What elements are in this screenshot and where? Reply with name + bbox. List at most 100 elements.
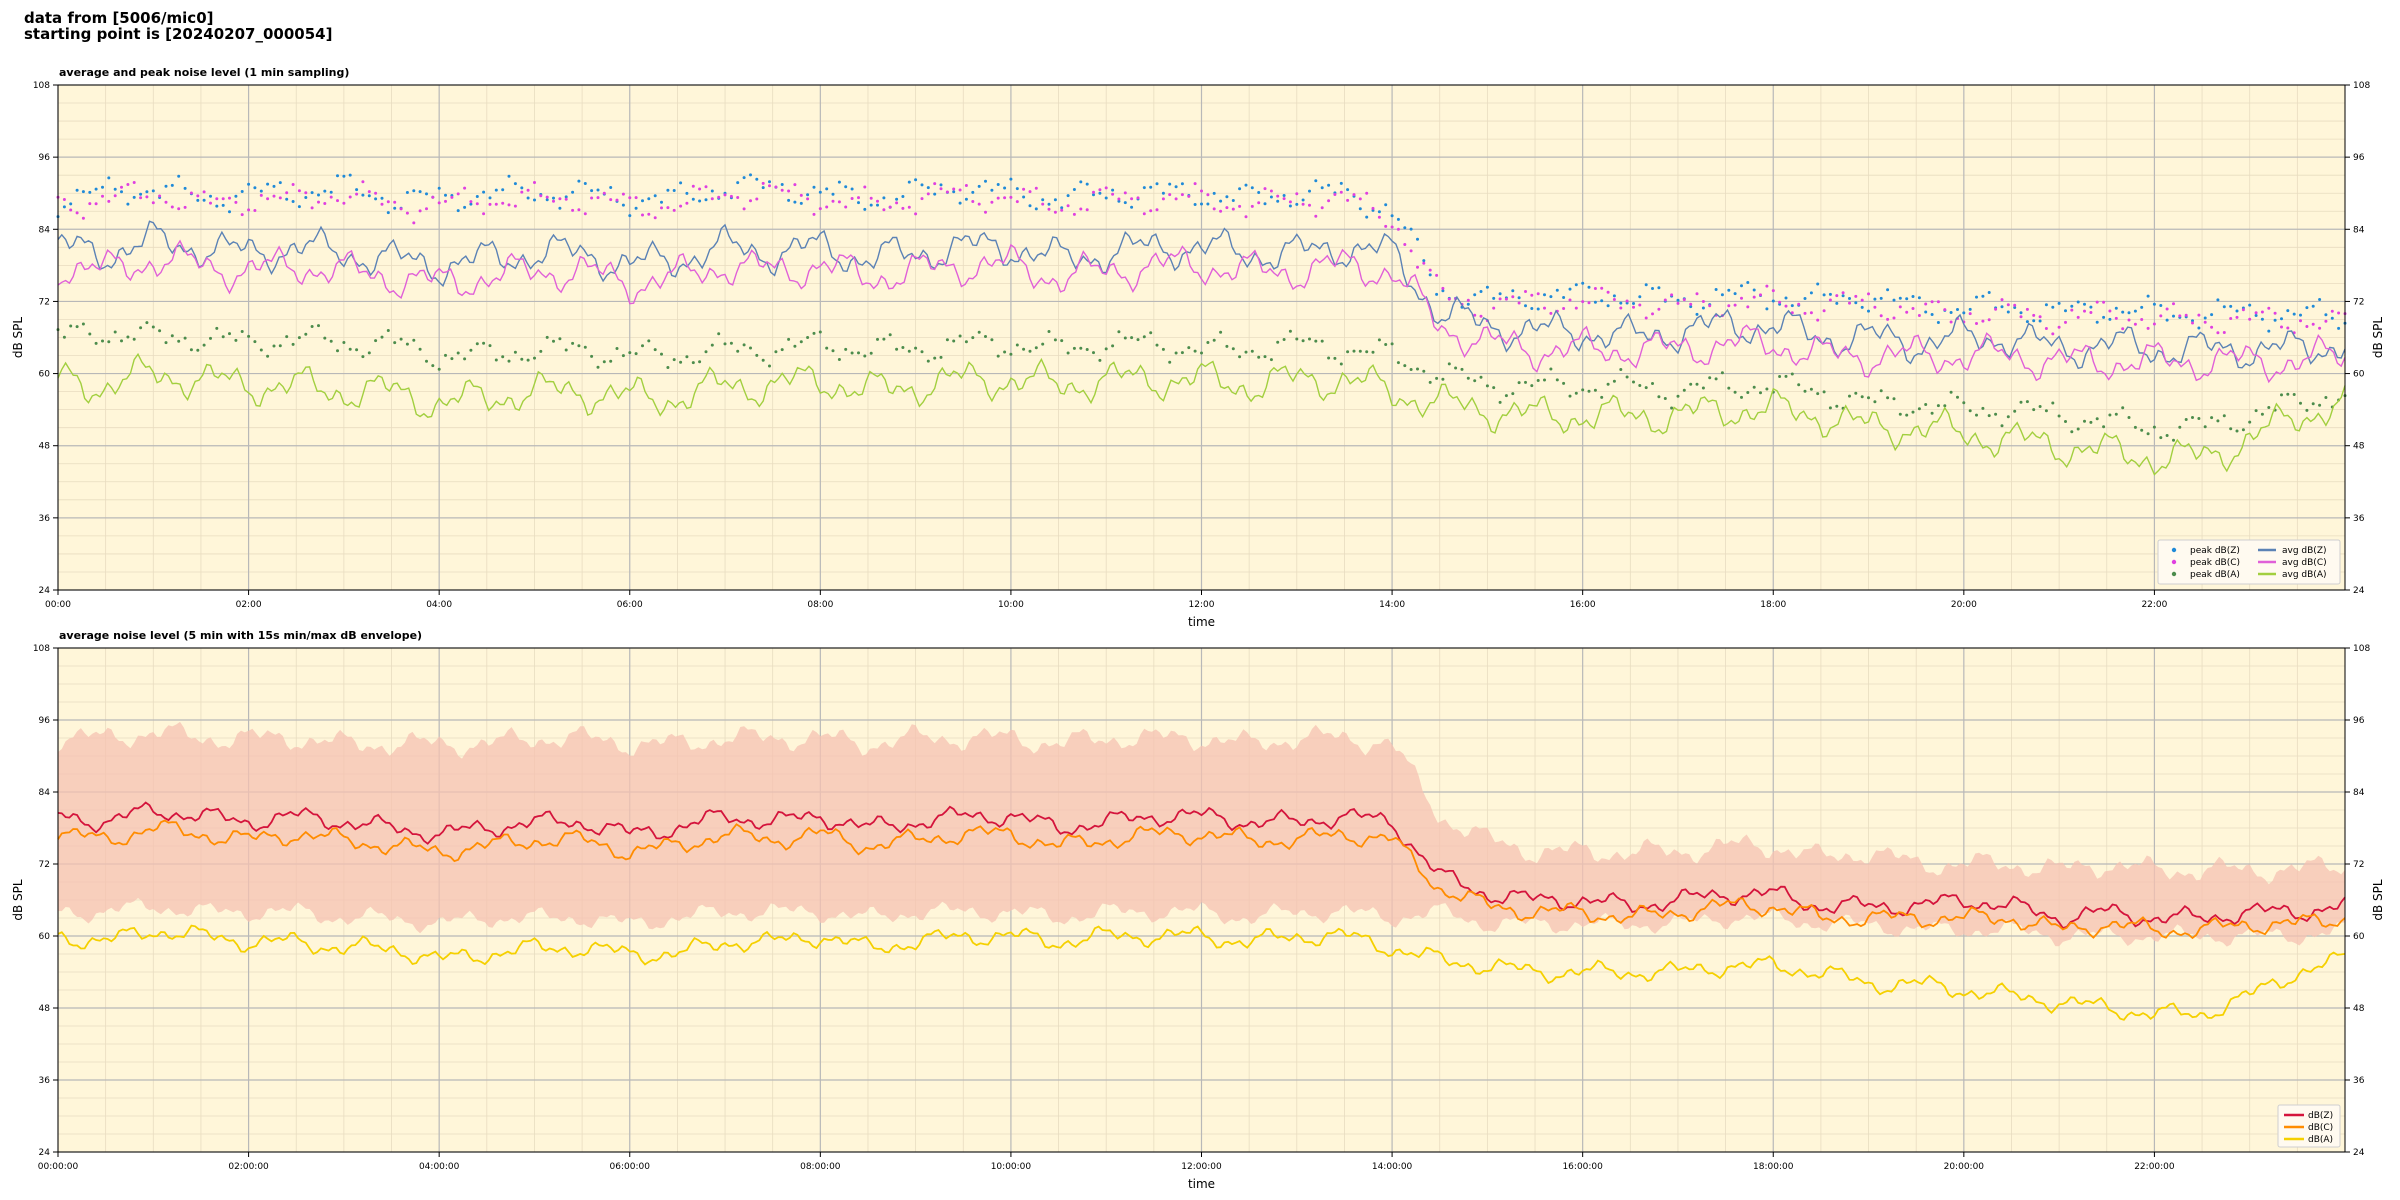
p1-point-peak-db-z [310,191,314,195]
p1-point-peak-db-c [1987,318,1991,322]
p1-point-peak-db-c [1517,301,1521,305]
p1-point-peak-db-z [151,189,155,193]
p1-point-peak-db-c [1612,298,1616,301]
p1-point-peak-db-z [818,190,822,194]
p1-point-peak-db-z [1098,191,1102,195]
p1-point-peak-db-a [641,344,644,348]
p1-point-peak-db-z [278,181,282,185]
p1-point-peak-db-a [1206,341,1210,344]
p1-point-peak-db-z [1155,182,1159,186]
p1-point-peak-db-z [634,206,638,210]
p1-point-peak-db-c [939,187,943,191]
p1-point-peak-db-c [405,211,409,215]
p2-ytick-label-right: 96 [2353,716,2365,726]
p1-point-peak-db-z [990,188,994,192]
p1-point-peak-db-c [501,201,505,205]
p1-point-peak-db-z [323,189,327,193]
p1-point-peak-db-c [1479,314,1483,318]
p2-ytick-label: 60 [39,932,51,942]
p1-point-peak-db-c [2184,313,2188,317]
p1-point-peak-db-c [2337,311,2341,315]
p1-point-peak-db-a [1111,344,1115,348]
p1-point-peak-db-z [1936,321,1940,324]
p1-point-peak-db-a [1949,390,1953,394]
p1-point-peak-db-a [520,357,524,361]
p1-point-peak-db-c [1765,284,1769,288]
p1-point-peak-db-z [2032,319,2036,323]
p1-point-peak-db-a [88,332,92,336]
p1-point-peak-db-z [2095,320,2099,324]
p1-point-peak-db-c [2070,308,2074,312]
p1-point-peak-db-z [660,200,663,204]
p1-point-peak-db-z [1968,307,1972,311]
p1-point-peak-db-z [1308,189,1311,193]
p1-point-peak-db-a [393,341,397,345]
p1-point-peak-db-a [844,347,848,351]
p1-point-peak-db-a [539,349,543,353]
p1-point-peak-db-a [1435,376,1439,380]
p1-point-peak-db-a [253,340,257,344]
p1-point-peak-db-a [825,346,829,350]
p1-point-peak-db-a [2102,425,2106,429]
p1-point-peak-db-c [2330,309,2334,313]
p1-point-peak-db-c [1867,292,1870,296]
p2-ytick-label: 72 [39,860,50,870]
p1-point-peak-db-z [1314,179,1318,183]
p1-point-peak-db-a [2178,425,2182,429]
p1-point-peak-db-a [863,354,867,358]
p1-point-peak-db-z [793,200,797,204]
p1-point-peak-db-z [552,196,555,200]
p1-point-peak-db-c [1797,302,1801,306]
p1-point-peak-db-z [228,210,231,214]
p1-point-peak-db-c [386,200,390,204]
p1-point-peak-db-a [958,334,962,338]
p1-point-peak-db-a [475,342,479,346]
p1-point-peak-db-c [1225,206,1229,210]
p1-point-peak-db-z [1180,182,1184,186]
p1-point-peak-db-a [907,349,911,353]
p1-point-peak-db-a [1225,344,1229,348]
p1-point-peak-db-c [1161,197,1165,201]
p1-point-peak-db-c [1358,197,1362,201]
p1-point-peak-db-c [1339,190,1343,194]
p1-point-peak-db-c [88,202,92,206]
p1-point-peak-db-z [1149,185,1153,189]
p1-point-peak-db-c [2305,325,2309,328]
p1-point-peak-db-z [1733,292,1737,296]
p1-ytick-label-right: 48 [2353,442,2365,452]
p1-point-peak-db-c [177,207,181,211]
p2-legend-label: dB(Z) [2308,1111,2333,1121]
p1-point-peak-db-c [590,196,594,200]
p1-point-peak-db-a [615,347,619,350]
p1-point-peak-db-a [2083,419,2086,423]
p1-point-peak-db-c [933,182,937,186]
p1-point-peak-db-z [1790,304,1794,308]
p1-point-peak-db-z [2197,326,2201,330]
p1-point-peak-db-c [920,197,924,201]
p1-point-peak-db-c [1187,194,1191,198]
p1-point-peak-db-z [914,178,918,182]
p1-point-peak-db-c [361,180,365,184]
p1-point-peak-db-c [736,196,740,199]
p1-point-peak-db-z [1981,294,1985,298]
p1-point-peak-db-a [425,359,428,363]
p1-point-peak-db-z [1003,186,1007,190]
p1-point-peak-db-a [247,334,251,338]
p1-point-peak-db-a [914,346,918,350]
p1-point-peak-db-z [412,189,416,193]
p1-point-peak-db-c [1371,206,1375,210]
p1-point-peak-db-a [266,354,270,358]
p1-point-peak-db-z [1473,293,1477,297]
p1-point-peak-db-c [2273,311,2277,315]
p1-xtick-label: 14:00 [1379,600,1405,610]
p1-point-peak-db-z [2064,309,2067,313]
p1-point-peak-db-a [945,338,949,342]
p1-point-peak-db-z [1428,273,1432,277]
p1-legend-label: peak dB(A) [2190,570,2240,580]
p1-point-peak-db-a [323,336,327,340]
p1-point-peak-db-z [120,190,123,194]
p1-point-peak-db-c [2216,331,2220,335]
p1-point-peak-db-a [1314,339,1318,343]
p1-point-peak-db-z [113,187,117,191]
p1-point-peak-db-z [1219,199,1223,203]
